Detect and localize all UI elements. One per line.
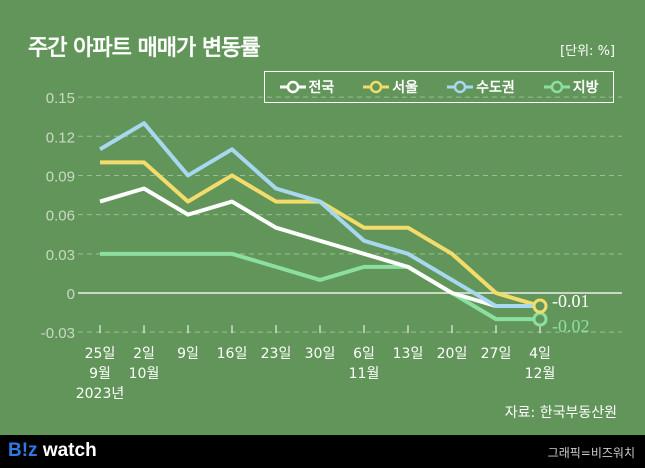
x-tick-label: 30일 bbox=[305, 346, 336, 362]
x-tick-label: 9일 bbox=[177, 346, 199, 362]
line-chart: 0.15 0.12 0.09 0.06 0.03 0 -0.03 25일 9월 2일 10월 9일 16… bbox=[41, 90, 622, 402]
legend-item: 서울 bbox=[363, 77, 418, 97]
month-label: 12월 bbox=[525, 366, 556, 382]
y-tick-label: 0.03 bbox=[46, 247, 75, 264]
footer: B!z watch 그래픽=비즈워치 bbox=[0, 435, 645, 468]
y-tick-label: 0.15 bbox=[46, 90, 75, 107]
legend-item: 전국 bbox=[279, 77, 335, 97]
x-tick-label: 4일 bbox=[529, 346, 551, 362]
legend-label: 서울 bbox=[392, 80, 419, 96]
x-tick-label: 6일 bbox=[353, 346, 375, 362]
series-line-서울 bbox=[100, 160, 541, 308]
y-tick-label: 0.06 bbox=[46, 208, 75, 225]
month-label: 9월 bbox=[89, 366, 111, 382]
legend-marker-icon bbox=[279, 80, 306, 94]
x-tick-label: 2일 bbox=[133, 346, 155, 362]
x-tick-label: 20일 bbox=[437, 346, 468, 362]
legend-label: 전국 bbox=[308, 80, 335, 96]
unit-label: [단위: %] bbox=[560, 44, 615, 59]
credit-label: 그래픽=비즈워치 bbox=[547, 446, 635, 460]
month-label: 10월 bbox=[129, 366, 160, 382]
end-marker bbox=[532, 311, 548, 327]
bizwatch-logo: B!z watch bbox=[8, 440, 97, 461]
legend: 전국 서울 수도권 지방 bbox=[264, 71, 614, 103]
end-marker bbox=[532, 298, 548, 314]
y-tick-label: 0.12 bbox=[46, 129, 75, 146]
legend-item: 지방 bbox=[543, 77, 599, 97]
y-tick-label: 0.09 bbox=[46, 168, 75, 185]
year-label: 2023년 bbox=[76, 386, 125, 402]
x-tick-label: 27일 bbox=[481, 346, 512, 362]
x-tick-label: 13일 bbox=[393, 346, 424, 362]
source-label: 자료: 한국부동산원 bbox=[504, 405, 617, 421]
legend-label: 지방 bbox=[572, 80, 599, 96]
x-tick-label: 23일 bbox=[261, 346, 292, 362]
y-tick-label: -0.03 bbox=[41, 325, 75, 342]
legend-marker-icon bbox=[447, 80, 474, 94]
y-tick-label: 0 bbox=[67, 286, 75, 303]
legend-item: 수도권 bbox=[447, 77, 515, 97]
legend-marker-icon bbox=[543, 80, 570, 94]
x-tick-label: 25일 bbox=[85, 346, 116, 362]
end-value-label: -0.01 bbox=[552, 291, 590, 311]
x-tick-label: 16일 bbox=[217, 346, 248, 362]
series-line-지방 bbox=[100, 251, 540, 322]
series-line-수도권 bbox=[98, 121, 540, 309]
series-line-전국 bbox=[99, 186, 540, 309]
chart-title: 주간 아파트 매매가 변동률 bbox=[28, 36, 261, 61]
month-label: 11월 bbox=[349, 366, 380, 382]
legend-marker-icon bbox=[363, 80, 390, 94]
end-value-label: -0.02 bbox=[552, 316, 590, 336]
legend-label: 수도권 bbox=[476, 80, 515, 96]
